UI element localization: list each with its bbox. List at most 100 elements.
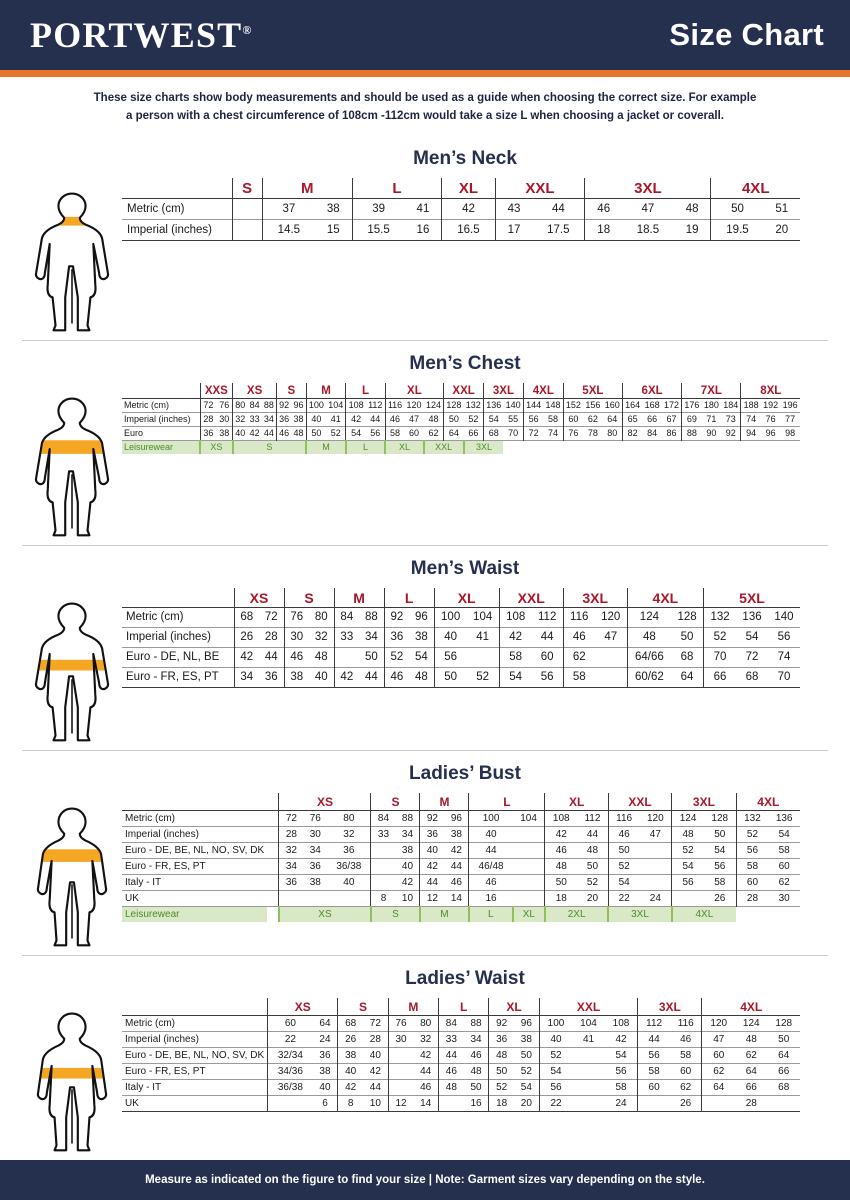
cell: 42 [249,428,260,439]
cell: 84 [647,428,658,439]
cell: 41 [416,202,430,215]
cell: 40 [538,1031,573,1048]
cell: 116 [562,607,595,628]
cell: 12 [419,890,445,907]
cell: 36/38 [336,860,362,872]
cell: 64 [778,1049,790,1061]
cell: 52 [476,671,490,684]
cell: 72 [264,611,278,624]
cell: 39 [351,198,405,220]
cell: 100 [538,1015,573,1032]
cell: 50 [520,1049,532,1061]
cell: 88 [681,426,702,441]
cell: 52 [671,842,704,859]
cell: 34/36 [267,1063,313,1080]
row-label: Euro - FR, ES, PT [125,1065,206,1077]
cell: 18 [584,219,623,241]
leisurewear-cell: L [344,440,386,454]
cell [637,1095,670,1112]
cell [438,1095,464,1112]
cell [572,1063,604,1079]
cell [640,842,672,858]
cell: 136 [483,398,504,413]
cell: 47 [604,631,618,644]
cell: 38 [414,631,428,644]
cell: 46 [544,842,578,859]
size-header-xxl: XXL [498,587,564,608]
section-divider [22,749,828,751]
cell: 88 [470,1017,482,1029]
row-label: Euro - FR, ES, PT [125,860,206,872]
mens_chest-title: Men’s Chest [409,352,521,374]
cell [267,858,279,874]
cell [370,858,396,875]
cell: 62 [745,1049,757,1061]
cell: 16 [468,890,513,907]
cell: 68 [483,426,504,441]
row-label: Euro [124,428,144,439]
cell: 96 [414,611,428,624]
cell: 28 [369,1033,381,1045]
cell: 80 [607,428,618,439]
cell: 40 [468,826,513,843]
cell: 52 [607,858,640,875]
cell: 58 [714,876,726,888]
row-label: Imperial (inches) [125,1033,199,1045]
size-header-xxl: XXL [538,997,638,1016]
cell: 40 [314,671,328,684]
table-row: Imperial (inches) 26 28 30 32 33 34 36 38 40 41 42 4… [122,627,800,648]
cell: 55 [508,414,519,425]
size-header-4xl: 4XL [735,792,800,811]
cell: 108 [498,607,532,628]
cell: 80 [314,611,328,624]
measurement-band [37,1067,107,1079]
cell: 33 [249,414,260,425]
leisurewear-cell: XS [199,440,233,454]
cell: 36 [383,627,410,648]
size-header-3xl: 3XL [671,792,737,811]
cell: 92 [419,810,445,827]
cell: 94 [740,426,761,441]
size-header-4xl: 4XL [701,997,800,1016]
cell: 66 [745,1081,757,1093]
footer-bar: Measure as indicated on the figure to fi… [0,1160,850,1200]
cell: 47 [641,202,655,215]
cell: 44 [364,671,378,684]
cell: 50 [710,198,764,220]
cell: 50 [778,1033,790,1045]
cell: 80 [420,1017,432,1029]
cell: 120 [701,1015,736,1032]
cell: 37 [261,198,315,220]
row-label: UK [125,892,139,904]
cell: 78 [587,428,598,439]
body-outline [36,807,108,946]
cell: 64 [443,426,464,441]
cell [595,647,628,667]
cell: 17.5 [547,223,570,236]
cell: 96 [293,400,304,411]
table-row: Italy - IT 36/38 40 42 44 46 48 50 52 54 56 58 60 62 6… [122,1079,800,1096]
cell: 58 [615,1081,627,1093]
cell: 120 [647,812,664,824]
size-header-4xl: 4XL [522,382,564,399]
cell: 28 [264,631,278,644]
row-label: UK [125,1097,139,1109]
cell: 47 [409,414,420,425]
cell: 124 [671,810,704,827]
cell: 54 [778,828,790,840]
leisurewear-cell [736,906,800,922]
cell: 51 [775,202,789,215]
cell: 56 [615,1065,627,1077]
size-header-s: S [276,382,307,399]
cell: 44 [540,631,554,644]
cell: 40 [343,876,355,888]
leisurewear-cell: XL [511,906,545,922]
header-corner-cell [122,382,200,399]
cell: 66 [703,667,737,688]
masthead: PORTWEST® Size Chart [0,0,850,70]
cell: 74 [740,412,761,427]
cell: 42 [450,844,462,856]
cell: 112 [368,400,383,411]
size-header-s: S [283,587,335,608]
cell: 76 [283,607,310,628]
